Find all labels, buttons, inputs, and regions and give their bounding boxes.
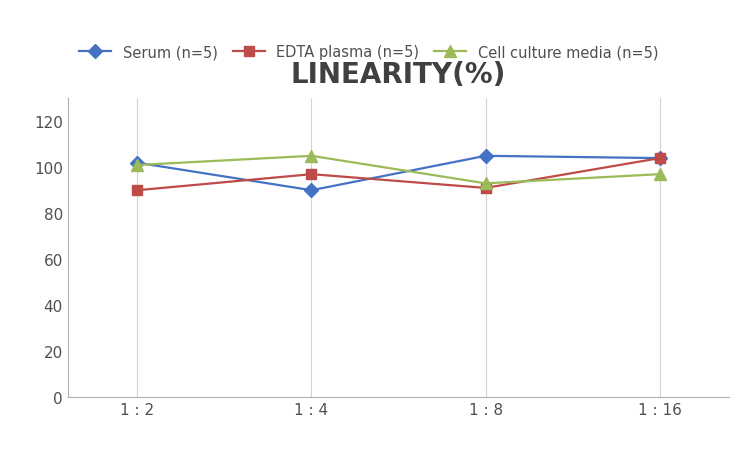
Serum (n=5) (481, 154, 490, 159)
Line: Serum (n=5): Serum (n=5) (132, 152, 665, 196)
Serum (n=5) (307, 188, 316, 193)
Line: EDTA plasma (n=5): EDTA plasma (n=5) (132, 154, 665, 196)
Serum (n=5) (655, 156, 664, 161)
Title: LINEARITY(%): LINEARITY(%) (291, 60, 506, 88)
EDTA plasma (n=5) (481, 186, 490, 191)
EDTA plasma (n=5) (655, 156, 664, 161)
Cell culture media (n=5) (481, 181, 490, 187)
Cell culture media (n=5) (307, 154, 316, 159)
Cell culture media (n=5) (133, 163, 142, 168)
Serum (n=5) (133, 161, 142, 166)
EDTA plasma (n=5) (307, 172, 316, 178)
Legend: Serum (n=5), EDTA plasma (n=5), Cell culture media (n=5): Serum (n=5), EDTA plasma (n=5), Cell cul… (75, 41, 663, 64)
Line: Cell culture media (n=5): Cell culture media (n=5) (132, 151, 666, 189)
EDTA plasma (n=5) (133, 188, 142, 193)
Cell culture media (n=5) (655, 172, 664, 178)
